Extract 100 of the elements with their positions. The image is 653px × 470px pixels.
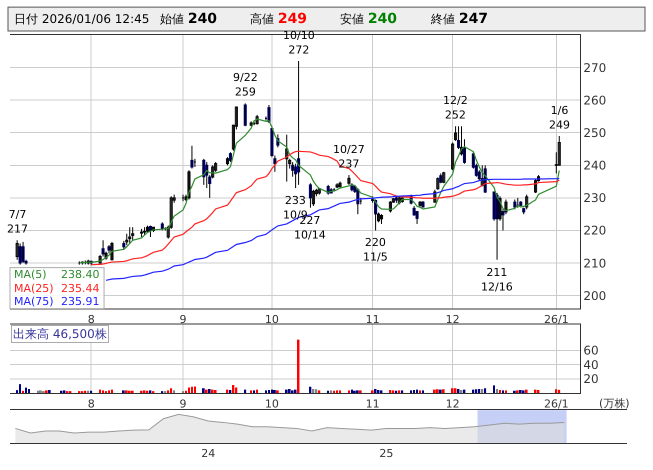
- x-tick-label: 10: [264, 397, 279, 410]
- bar: [90, 390, 92, 394]
- y-tick-label: 60: [583, 344, 599, 358]
- bar: [202, 388, 205, 394]
- bar: [170, 388, 172, 394]
- bar: [194, 386, 196, 394]
- bar: [525, 390, 528, 394]
- annotation: 12/2 252: [443, 94, 468, 122]
- text: 安値 240: [340, 11, 398, 27]
- x-tick-label: 8: [88, 397, 95, 410]
- y-tick-label: 210: [583, 256, 606, 270]
- bar: [351, 390, 353, 394]
- bar: [416, 390, 418, 394]
- y-tick-label: 20: [583, 372, 599, 386]
- bar: [131, 390, 134, 394]
- bar: [537, 390, 540, 394]
- bar: [19, 384, 22, 394]
- bar: [205, 390, 208, 394]
- bar: [312, 388, 314, 394]
- x-tick-label: 12: [446, 312, 460, 326]
- y-tick-label: 260: [583, 93, 606, 108]
- bar: [99, 390, 101, 394]
- text: MA(5): [14, 268, 47, 281]
- y-tick-label: 220: [583, 224, 606, 238]
- bar: [496, 388, 498, 394]
- annotation: 235.44: [61, 282, 100, 295]
- bar: [244, 390, 246, 394]
- x-tick-label: 26/1: [544, 312, 569, 326]
- bar: [377, 390, 380, 394]
- bar: [484, 388, 486, 394]
- annotation: 235.91: [61, 295, 100, 308]
- x-tick-label: 25: [379, 447, 394, 460]
- text: 始値 240: [160, 11, 218, 27]
- bar: [271, 390, 273, 394]
- bar: [87, 390, 90, 394]
- bar: [297, 340, 300, 394]
- bar: [454, 388, 456, 394]
- chart-title: 出来高 46,500株: [13, 327, 107, 341]
- bar: [460, 390, 462, 394]
- bar: [37, 390, 39, 394]
- bar: [185, 390, 187, 394]
- x-tick-label: 8: [88, 312, 95, 326]
- text: MA(75): [14, 295, 54, 308]
- bar: [513, 390, 516, 394]
- bar: [309, 386, 312, 394]
- bar: [374, 388, 376, 394]
- bar: [472, 390, 474, 394]
- annotation: 1/6 249: [549, 104, 570, 132]
- bar: [499, 390, 501, 394]
- bar: [439, 390, 442, 394]
- bar: [111, 390, 113, 394]
- line-series: [105, 178, 560, 281]
- bar: [389, 390, 392, 394]
- bar: [232, 385, 234, 394]
- bar: [333, 390, 336, 394]
- annotation: 211 12/16: [481, 266, 513, 294]
- y-tick-label: 40: [583, 358, 599, 372]
- x-tick-label: 9: [180, 397, 187, 410]
- y-tick-label: 270: [583, 60, 606, 75]
- bar: [229, 390, 232, 394]
- x-tick-label: 26/1: [544, 397, 569, 410]
- bar: [39, 390, 42, 394]
- bar: [493, 385, 495, 394]
- bar: [211, 390, 214, 394]
- bar: [392, 390, 394, 394]
- annotation: 220 11/5: [363, 236, 388, 264]
- bar: [353, 390, 356, 394]
- x-tick-label: 11: [366, 312, 380, 326]
- bar: [146, 390, 148, 394]
- text: 高値 249: [250, 11, 308, 27]
- bar: [451, 388, 454, 394]
- bar: [84, 390, 86, 394]
- x-tick-label: 12: [446, 397, 460, 410]
- chart-title: 日付 2026/01/06 12:45: [14, 12, 150, 26]
- bar: [395, 390, 398, 394]
- bar: [273, 390, 276, 394]
- x-tick-label: 9: [180, 312, 187, 326]
- bar: [28, 388, 30, 394]
- bar: [25, 388, 27, 394]
- bar: [327, 390, 330, 394]
- bar: [214, 390, 217, 394]
- annotation: 10/27 237: [333, 143, 365, 170]
- bar: [256, 390, 258, 394]
- x-tick-label: 11: [366, 397, 380, 410]
- annotation: 7/7 217: [7, 208, 28, 236]
- text: MA(25): [14, 282, 54, 295]
- text: 終値 247: [430, 11, 488, 27]
- bar: [60, 390, 62, 394]
- y-tick-label: 230: [583, 191, 606, 206]
- bar: [226, 390, 228, 394]
- y-tick-label: 240: [583, 158, 606, 173]
- bar: [413, 390, 415, 394]
- bar: [235, 388, 238, 394]
- bar: [285, 390, 288, 394]
- y-axis-title: (万株): [599, 397, 630, 410]
- y-tick-label: 200: [583, 288, 606, 303]
- bar: [128, 390, 131, 394]
- bar: [288, 388, 291, 394]
- bar: [268, 390, 270, 394]
- bar: [463, 390, 466, 394]
